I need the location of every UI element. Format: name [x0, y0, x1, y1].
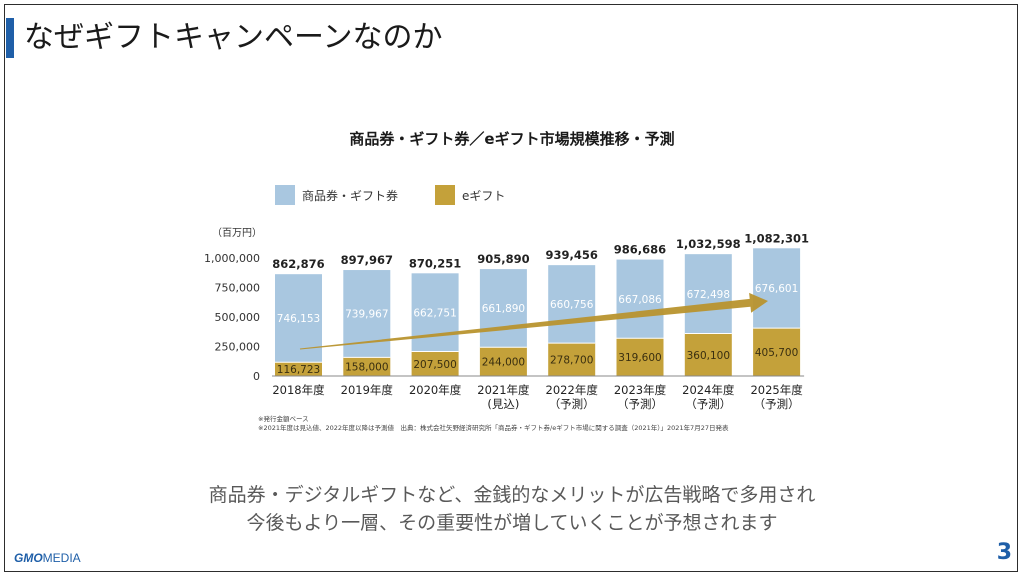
bar-egift: [479, 347, 527, 376]
page-number: 3: [996, 540, 1012, 565]
egift-value-label: 278,700: [550, 355, 593, 367]
bar-egift: [343, 357, 391, 376]
logo-media: MEDIA: [42, 551, 81, 565]
egift-value-label: 319,600: [618, 352, 661, 364]
egift-value-label: 207,500: [413, 359, 456, 371]
bar-egift: [548, 343, 596, 376]
x-category-label: (見込): [487, 397, 519, 411]
message-line-1: 商品券・デジタルギフトなど、金銭的なメリットが広告戦略で多用され: [208, 484, 816, 506]
message-line-2: 今後もより一層、その重要性が増していくことが予想されます: [246, 512, 778, 534]
bar-voucher: [684, 254, 732, 334]
x-category-label: 2022年度: [546, 383, 599, 397]
y-tick-label: 250,000: [215, 341, 261, 354]
bar-voucher: [479, 269, 527, 348]
x-category-label: 2024年度: [682, 383, 735, 397]
y-tick-label: 500,000: [215, 311, 261, 324]
bar-voucher: [411, 273, 459, 352]
total-value-label: 870,251: [409, 256, 461, 270]
x-category-label: （予測）: [617, 397, 663, 411]
egift-value-label: 405,700: [755, 347, 798, 359]
chart-title: 商品券・ギフト券／eギフト市場規模推移・予測: [349, 130, 675, 148]
total-value-label: 862,876: [272, 257, 324, 271]
note-source: ※2021年度は見込値、2022年度以降は予測値 出典：株式会社矢野経済研究所「…: [258, 424, 729, 432]
x-category-label: 2019年度: [341, 383, 394, 397]
bar-voucher: [616, 259, 664, 339]
voucher-value-label: 739,967: [345, 309, 388, 321]
egift-value-label: 116,723: [277, 364, 320, 376]
x-category-label: 2025年度: [750, 383, 803, 397]
bar-egift: [684, 333, 732, 376]
x-category-label: 2018年度: [272, 383, 325, 397]
total-value-label: 897,967: [341, 253, 393, 267]
bar-egift: [616, 338, 664, 376]
y-axis-unit: （百万円）: [212, 227, 262, 239]
slide-frame: [4, 4, 1018, 572]
x-category-label: 2020年度: [409, 383, 462, 397]
total-value-label: 986,686: [614, 243, 666, 257]
slide-title: なぜギフトキャンペーンなのか: [24, 20, 443, 55]
legend-swatch-egift: [435, 185, 455, 205]
egift-value-label: 244,000: [482, 357, 525, 369]
total-value-label: 905,890: [477, 252, 529, 266]
total-value-label: 939,456: [546, 248, 598, 262]
voucher-value-label: 667,086: [618, 294, 662, 306]
trend-arrow: [299, 292, 768, 350]
voucher-value-label: 661,890: [482, 303, 525, 315]
y-tick-label: 750,000: [215, 282, 261, 295]
voucher-value-label: 672,498: [687, 289, 730, 301]
bar-egift: [411, 351, 459, 376]
legend-label-egift: eギフト: [462, 189, 505, 203]
voucher-value-label: 662,751: [413, 307, 456, 319]
y-tick-label: 1,000,000: [204, 252, 260, 265]
note-basis: ※発行金額ベース: [258, 415, 309, 423]
gmo-media-logo: GMOMEDIA: [14, 551, 81, 565]
bar-voucher: [753, 248, 801, 329]
voucher-value-label: 660,756: [550, 299, 594, 311]
x-category-label: 2021年度: [477, 383, 530, 397]
legend-swatch-voucher: [275, 185, 295, 205]
x-category-label: （予測）: [549, 397, 595, 411]
y-tick-label: 0: [253, 370, 260, 383]
bar-egift: [753, 328, 801, 376]
bar-voucher: [548, 265, 596, 344]
legend-label-voucher: 商品券・ギフト券: [302, 188, 398, 203]
voucher-value-label: 676,601: [755, 283, 798, 295]
egift-value-label: 158,000: [345, 362, 388, 374]
total-value-label: 1,032,598: [676, 237, 741, 251]
x-category-label: 2023年度: [614, 383, 667, 397]
title-accent-bar: [6, 18, 14, 58]
x-category-label: （予測）: [685, 397, 731, 411]
bar-egift: [275, 362, 322, 376]
egift-value-label: 360,100: [687, 350, 730, 362]
total-value-label: 1,082,301: [744, 231, 809, 245]
x-category-label: （予測）: [754, 397, 800, 411]
voucher-value-label: 746,153: [277, 313, 320, 325]
logo-gmo: GMO: [14, 551, 43, 565]
